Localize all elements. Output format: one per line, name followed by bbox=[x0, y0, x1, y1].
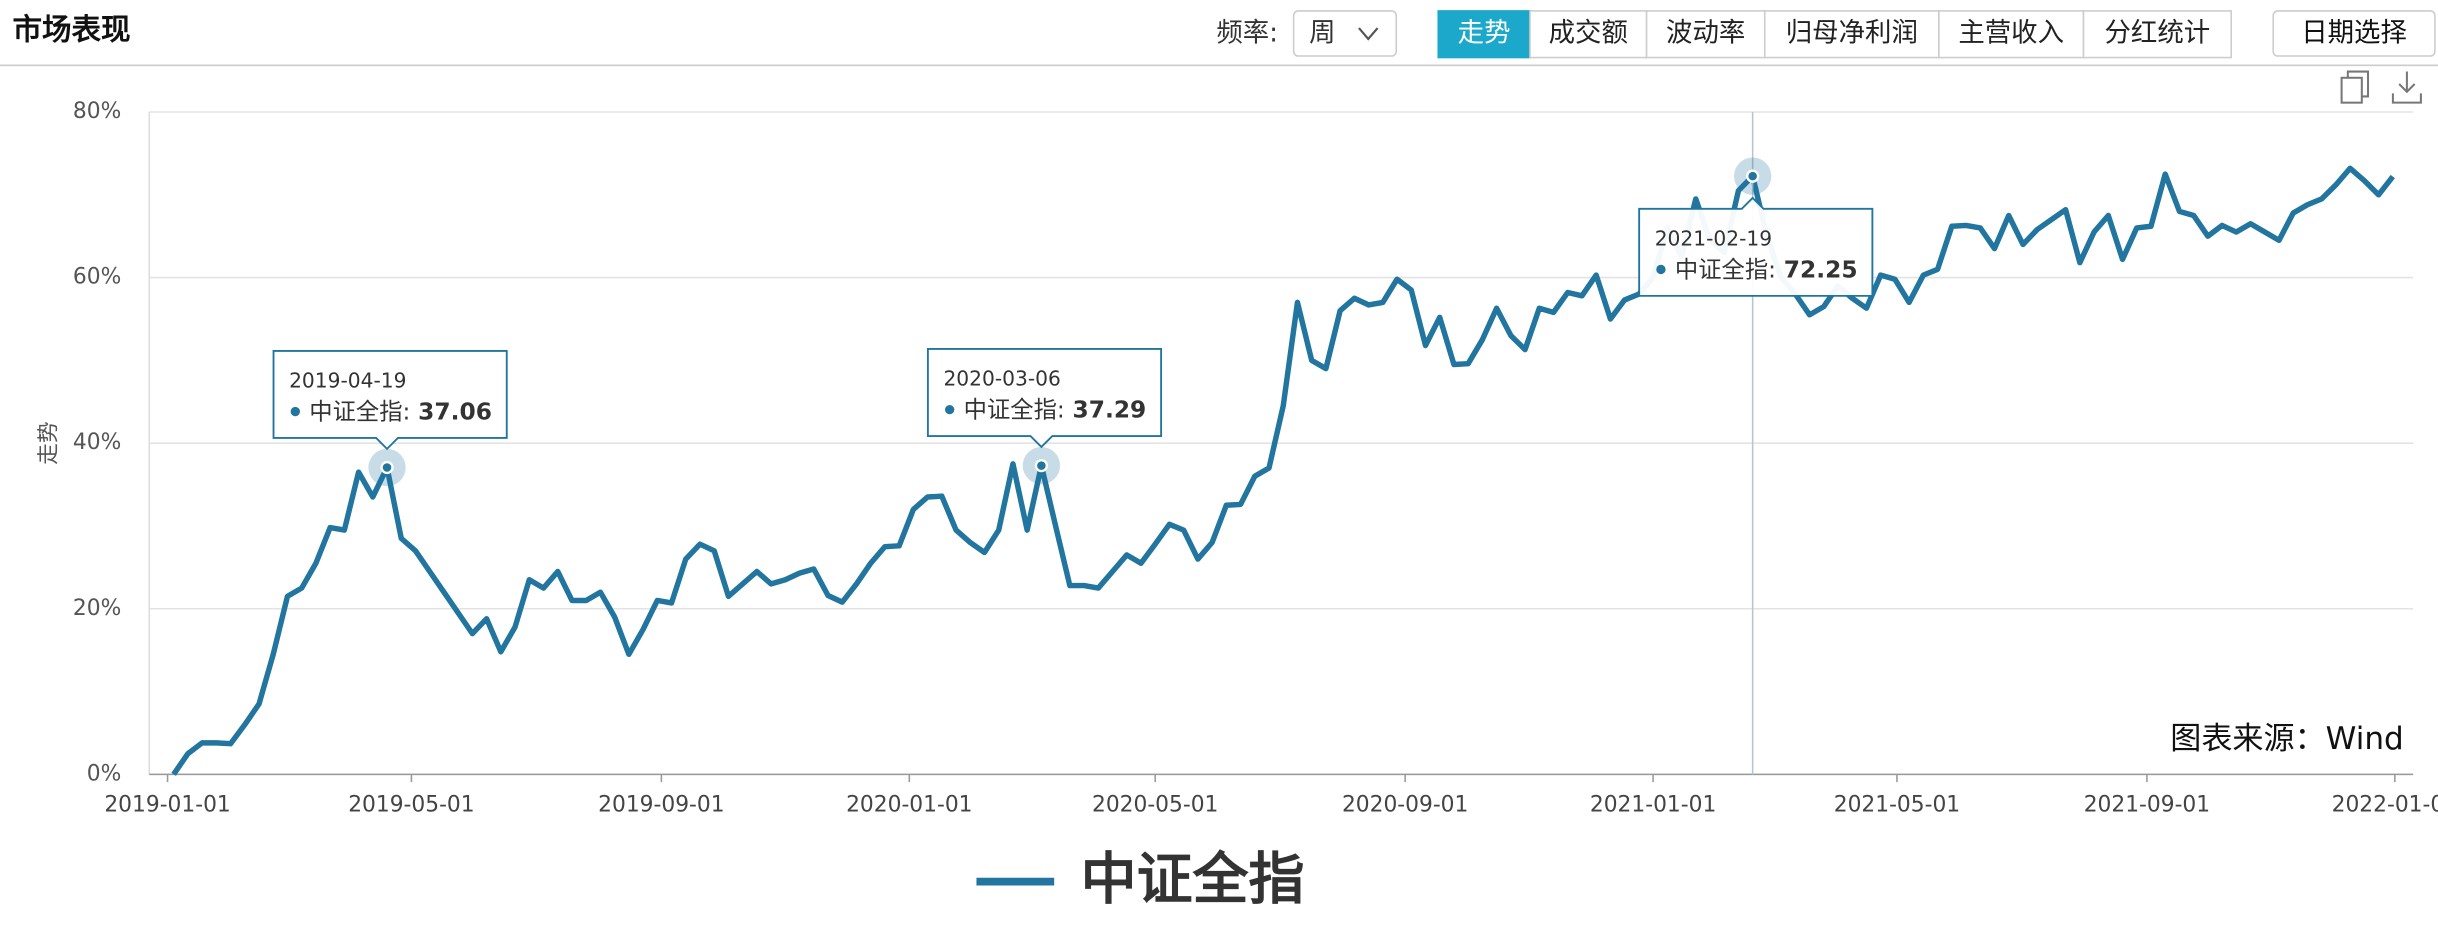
highlight-point bbox=[1034, 458, 1049, 473]
tooltip-date: 2019-04-19 bbox=[289, 368, 406, 392]
x-tick-label: 2020-01-01 bbox=[846, 792, 972, 817]
tab[interactable] bbox=[1437, 10, 1531, 59]
tooltip: 2019-04-19 中证全指: 37.06 bbox=[272, 349, 508, 451]
tooltip-date: 2021-02-19 bbox=[1655, 226, 1772, 250]
download-icon[interactable] bbox=[2391, 71, 2422, 104]
dropdown-box[interactable] bbox=[1292, 10, 1398, 57]
x-tick-label: 2021-09-01 bbox=[2084, 792, 2210, 817]
tooltip-label: 中证全指: bbox=[309, 399, 410, 426]
tooltip-label: 中证全指: bbox=[964, 397, 1065, 424]
tab-label[interactable]: 走势 bbox=[1458, 18, 1511, 49]
icon-shape[interactable] bbox=[2391, 71, 2422, 104]
x-tick-label: 2019-09-01 bbox=[598, 792, 724, 817]
x-tick-label: 2020-09-01 bbox=[1342, 792, 1468, 817]
y-tick-label: 60% bbox=[73, 265, 121, 290]
tooltip-box bbox=[1638, 196, 1874, 297]
tab-label[interactable]: 主营收入 bbox=[1958, 18, 2064, 49]
x-tick-label: 2020-05-01 bbox=[1092, 792, 1218, 817]
x-tick-label: 2022-01-01 bbox=[2332, 792, 2438, 817]
tooltip-value: 37.06 bbox=[418, 399, 492, 426]
tooltip: 2021-02-19 中证全指: 72.25 bbox=[1638, 196, 1874, 297]
x-tick-label: 2021-01-01 bbox=[1590, 792, 1716, 817]
tab-label[interactable]: 成交额 bbox=[1549, 18, 1628, 49]
frequency-label: 频率: bbox=[1216, 18, 1278, 49]
tooltip: 2020-03-06 中证全指: 37.29 bbox=[926, 348, 1163, 449]
copy-icon[interactable] bbox=[2340, 70, 2370, 104]
icon-shape[interactable] bbox=[2340, 76, 2363, 104]
tooltip-label: 中证全指: bbox=[1675, 256, 1776, 283]
highlight-point bbox=[1746, 169, 1760, 183]
tooltip-value: 37.29 bbox=[1073, 397, 1147, 424]
chevron bbox=[1358, 27, 1379, 41]
tab[interactable] bbox=[2082, 10, 2232, 59]
y-axis-label: 走势 bbox=[37, 421, 62, 465]
tab[interactable] bbox=[1529, 10, 1648, 59]
x-tick-label: 2019-01-01 bbox=[104, 792, 230, 817]
tab[interactable] bbox=[1645, 10, 1766, 59]
tabs: 走势 成交额 波动率 归母净利润 主营收入 分红统计 bbox=[1437, 10, 2232, 59]
tab[interactable] bbox=[1763, 10, 1940, 59]
highlight-point bbox=[380, 460, 394, 475]
y-tick-label: 0% bbox=[87, 761, 122, 786]
x-tick-label: 2019-05-01 bbox=[348, 792, 474, 817]
legend-label: 中证全指 bbox=[1081, 847, 1305, 912]
series-line bbox=[171, 165, 2395, 776]
y-tick-label: 40% bbox=[73, 430, 121, 455]
tooltip-dot bbox=[290, 406, 300, 417]
tooltip-box bbox=[926, 348, 1163, 449]
y-tick-label: 80% bbox=[73, 99, 121, 124]
tab-label[interactable]: 归母净利润 bbox=[1786, 18, 1918, 49]
date-button[interactable]: 日期选择 bbox=[2272, 10, 2436, 57]
tooltip-date: 2020-03-06 bbox=[943, 367, 1060, 391]
section-title: 市场表现 bbox=[12, 13, 130, 47]
frequency-dropdown[interactable]: 周 bbox=[1292, 10, 1398, 57]
tab-label[interactable]: 波动率 bbox=[1666, 18, 1745, 49]
source-note: 图表来源：Wind bbox=[2170, 721, 2404, 757]
button-label[interactable]: 日期选择 bbox=[2301, 18, 2407, 49]
tooltip-box bbox=[272, 349, 508, 451]
y-tick-label: 20% bbox=[73, 596, 121, 621]
plot: 0% 20% 40% 60% 80% 2019-01-01 2019-05-01 2019-0… bbox=[73, 99, 2438, 912]
tooltip-dot bbox=[1656, 264, 1666, 275]
dropdown-value[interactable]: 周 bbox=[1309, 18, 1335, 49]
tab-label[interactable]: 分红统计 bbox=[2105, 18, 2211, 49]
tooltip-dot bbox=[944, 404, 955, 415]
button-box[interactable] bbox=[2272, 10, 2436, 57]
icon-shape[interactable] bbox=[2346, 70, 2370, 98]
x-tick-label: 2021-05-01 bbox=[1834, 792, 1960, 817]
tooltip-value: 72.25 bbox=[1784, 256, 1858, 283]
